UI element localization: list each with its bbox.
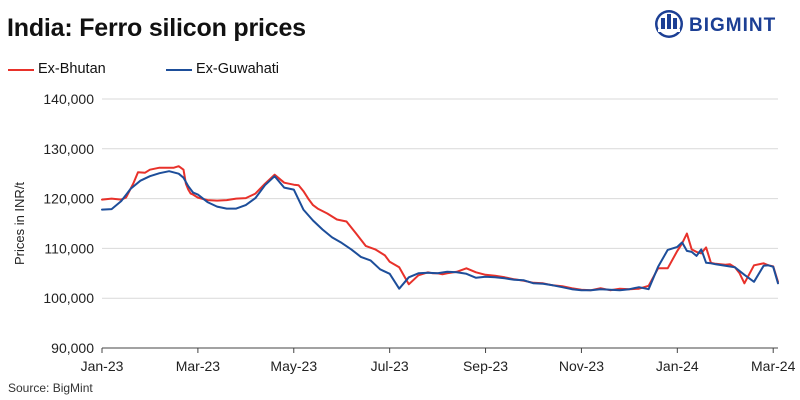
y-tick-label: 100,000 xyxy=(43,290,94,306)
x-tick-label: Jan-23 xyxy=(81,358,124,374)
chart-title: India: Ferro silicon prices xyxy=(7,14,306,42)
legend-label-ex-guwahati: Ex-Guwahati xyxy=(196,61,280,77)
y-tick-label: 130,000 xyxy=(43,141,94,157)
x-tick-label: Nov-23 xyxy=(559,358,604,374)
x-tick-label: May-23 xyxy=(270,358,317,374)
x-tick-label: Sep-23 xyxy=(463,358,508,374)
series-line-ex-guwahati xyxy=(101,170,779,292)
bigmint-logo-icon xyxy=(655,10,683,38)
legend-swatch-ex-guwahati xyxy=(166,69,192,71)
y-tick-label: 120,000 xyxy=(43,191,94,207)
brand-name: BIGMINT xyxy=(689,15,777,36)
series-line-ex-bhutan xyxy=(101,165,779,292)
x-tick-label: Jul-23 xyxy=(371,358,409,374)
brand-logo: BIGMINT xyxy=(653,8,793,42)
y-axis-label: Prices in INR/t xyxy=(12,182,27,265)
x-tick-label: Jan-24 xyxy=(656,358,699,374)
legend-label-ex-bhutan: Ex-Bhutan xyxy=(38,61,106,77)
source-note: Source: BigMint xyxy=(8,381,93,395)
y-tick-label: 140,000 xyxy=(43,91,94,107)
y-tick-label: 110,000 xyxy=(44,240,94,256)
x-tick-label: Mar-23 xyxy=(176,358,221,374)
legend-swatch-ex-bhutan xyxy=(8,69,34,71)
y-tick-label: 90,000 xyxy=(51,340,94,356)
x-tick-label: Mar-24 xyxy=(751,358,796,374)
